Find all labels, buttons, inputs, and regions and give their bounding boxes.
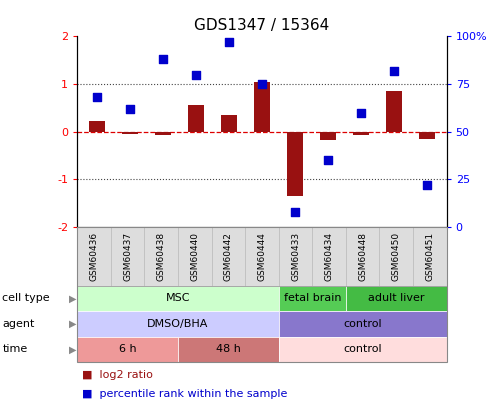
Point xyxy=(324,157,332,164)
Text: DMSO/BHA: DMSO/BHA xyxy=(147,319,209,329)
Bar xyxy=(155,132,171,135)
Text: cell type: cell type xyxy=(2,293,50,303)
Text: GSM60448: GSM60448 xyxy=(358,232,367,281)
Text: GSM60438: GSM60438 xyxy=(157,232,166,281)
Text: GDS1347 / 15364: GDS1347 / 15364 xyxy=(194,18,330,33)
Point xyxy=(225,39,233,45)
Text: ▶: ▶ xyxy=(69,293,76,303)
Point xyxy=(93,94,101,100)
Text: GSM60437: GSM60437 xyxy=(123,232,132,281)
Text: GSM60444: GSM60444 xyxy=(257,232,266,281)
Point xyxy=(258,81,266,87)
Bar xyxy=(320,132,336,140)
Bar xyxy=(287,132,303,196)
Bar xyxy=(386,91,402,132)
Text: control: control xyxy=(343,319,382,329)
Bar xyxy=(188,105,204,132)
Text: control: control xyxy=(343,344,382,354)
Text: GSM60450: GSM60450 xyxy=(392,232,401,281)
Text: ▶: ▶ xyxy=(69,319,76,329)
Text: 48 h: 48 h xyxy=(216,344,241,354)
Text: 6 h: 6 h xyxy=(119,344,137,354)
Text: fetal brain: fetal brain xyxy=(283,293,341,303)
Text: ▶: ▶ xyxy=(69,344,76,354)
Bar xyxy=(353,132,369,135)
Point xyxy=(291,208,299,215)
Bar xyxy=(419,132,435,139)
Text: GSM60451: GSM60451 xyxy=(425,232,434,281)
Text: time: time xyxy=(2,344,28,354)
Text: adult liver: adult liver xyxy=(368,293,425,303)
Point xyxy=(390,68,398,74)
Text: GSM60433: GSM60433 xyxy=(291,232,300,281)
Point xyxy=(423,182,431,188)
Text: GSM60436: GSM60436 xyxy=(90,232,99,281)
Text: agent: agent xyxy=(2,319,35,329)
Bar xyxy=(89,121,105,132)
Point xyxy=(126,106,134,112)
Bar xyxy=(221,115,237,132)
Text: GSM60440: GSM60440 xyxy=(190,232,199,281)
Point xyxy=(192,71,200,78)
Text: ■  percentile rank within the sample: ■ percentile rank within the sample xyxy=(82,388,288,399)
Text: GSM60434: GSM60434 xyxy=(325,232,334,281)
Text: MSC: MSC xyxy=(166,293,190,303)
Point xyxy=(159,56,167,62)
Point xyxy=(357,109,365,116)
Bar xyxy=(253,82,270,132)
Bar xyxy=(122,132,138,134)
Text: ■  log2 ratio: ■ log2 ratio xyxy=(82,370,153,380)
Text: GSM60442: GSM60442 xyxy=(224,232,233,281)
